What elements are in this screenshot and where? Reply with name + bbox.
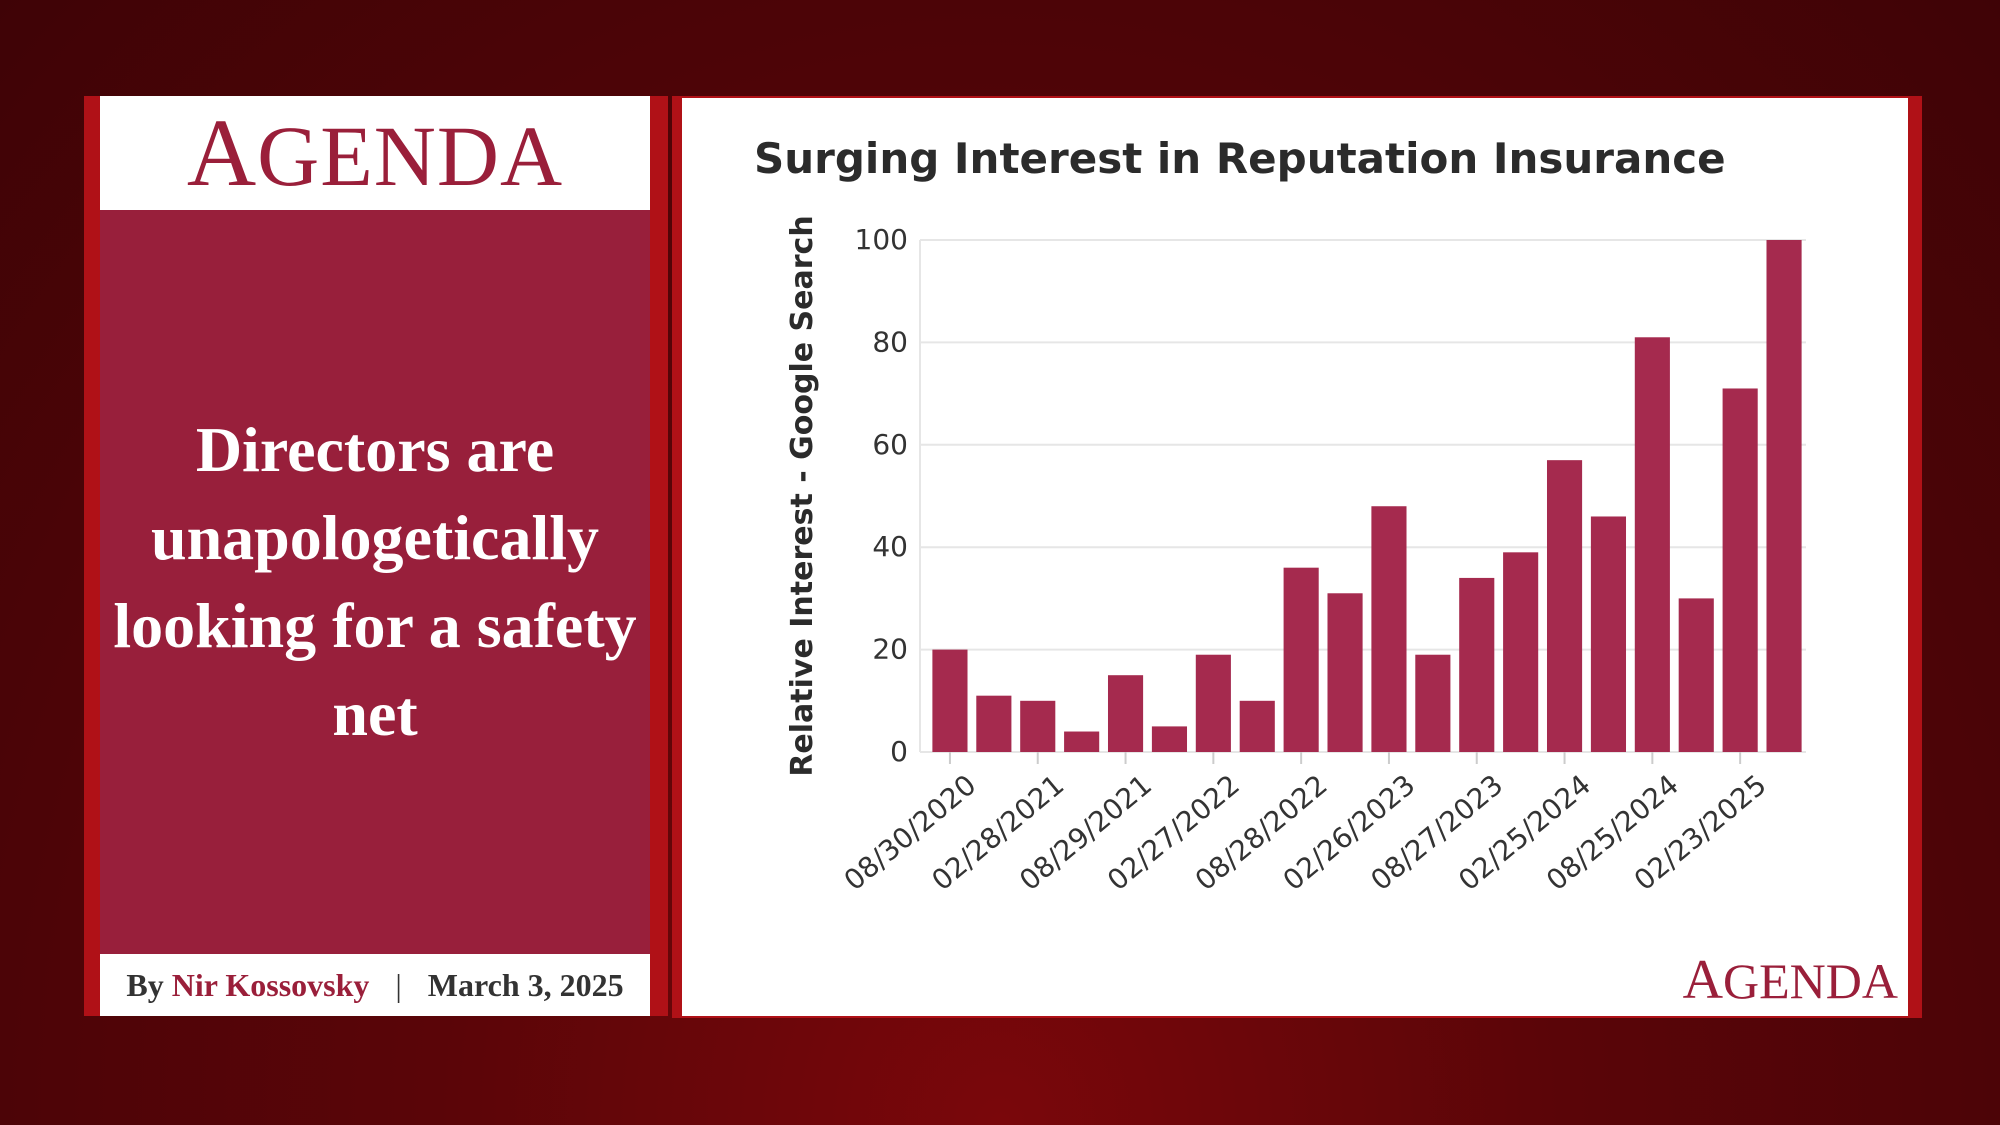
y-tick-label: 20 (872, 633, 908, 666)
bar (1239, 700, 1275, 752)
headline: Directors are unapologetically looking f… (113, 414, 637, 749)
bar (1634, 337, 1670, 752)
agenda-logo-rest: GENDA (257, 108, 564, 204)
bar (1415, 654, 1451, 752)
y-axis-title: Relative Interest - Google Search (785, 215, 820, 776)
left-panel: AGENDA Directors are unapologetically lo… (84, 96, 668, 1016)
bar (1020, 700, 1056, 752)
bar (1590, 516, 1627, 752)
byline: By Nir Kossovsky | March 3, 2025 (100, 954, 650, 1016)
agenda-logo-small: AGENDA (1683, 952, 1898, 1008)
chart-box: Surging Interest in Reputation Insurance… (682, 98, 1908, 1016)
y-tick-label: 100 (855, 223, 908, 256)
y-tick-label: 60 (872, 428, 908, 461)
byline-author: Nir Kossovsky (171, 966, 370, 1003)
agenda-logo-small-rest: GENDA (1723, 953, 1898, 1009)
bar (932, 649, 968, 752)
right-panel: Surging Interest in Reputation Insurance… (672, 96, 1922, 1018)
bar (1371, 506, 1407, 752)
y-tick-label: 80 (872, 325, 908, 358)
bar-chart: 0 20 40 60 80 100 Relative Interest - Google S… (785, 215, 1806, 897)
byline-by: By (126, 966, 164, 1003)
byline-date: March 3, 2025 (427, 966, 624, 1003)
headline-box: Directors are unapologetically looking f… (100, 210, 650, 954)
bar (1195, 654, 1231, 752)
bar (1151, 726, 1188, 752)
bar (1327, 593, 1363, 752)
agenda-logo-cap: A (186, 99, 258, 206)
bar (1107, 675, 1144, 752)
bar (1459, 577, 1495, 752)
agenda-logo-box: AGENDA (100, 96, 650, 210)
agenda-logo-small-cap: A (1682, 949, 1724, 1011)
chart-title: Surging Interest in Reputation Insurance (754, 134, 1726, 183)
y-tick-label: 40 (872, 530, 908, 563)
agenda-logo: AGENDA (187, 105, 563, 201)
bar (1503, 552, 1539, 752)
bar (976, 695, 1012, 752)
bar (1546, 460, 1583, 752)
bar (1678, 598, 1714, 752)
byline-separator: | (395, 966, 402, 1003)
y-tick-label: 0 (890, 735, 908, 768)
bar (1722, 388, 1758, 752)
bar (1283, 567, 1319, 752)
bar (1064, 731, 1100, 752)
bar (1766, 240, 1802, 752)
